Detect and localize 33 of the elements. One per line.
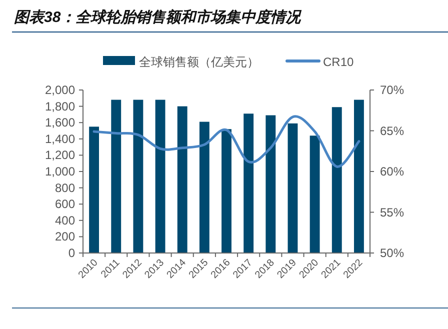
bar: [332, 107, 342, 253]
y-tick-label: 1,600: [44, 116, 76, 130]
y-tick-label: 200: [54, 230, 76, 244]
bar: [222, 129, 232, 253]
bar: [310, 136, 320, 253]
bar: [155, 100, 166, 253]
bar: [288, 123, 298, 253]
bar: [354, 100, 364, 253]
y2-tick-label: 65%: [380, 124, 404, 138]
y-tick-label: 0: [68, 246, 76, 260]
bar: [177, 106, 188, 253]
y-tick-label: 2,000: [44, 83, 76, 97]
bar: [133, 100, 144, 253]
y-tick-label: 1,000: [44, 164, 76, 178]
bar: [111, 100, 122, 253]
legend-label: 全球销售额（亿美元）: [139, 55, 259, 69]
y2-tick-label: 50%: [380, 246, 404, 260]
y-tick-label: 1,400: [44, 132, 76, 146]
bar: [244, 114, 254, 253]
line-series: [92, 115, 360, 168]
y-tick-label: 400: [54, 213, 76, 228]
y2-tick-label: 55%: [380, 205, 404, 220]
y-tick-label: 800: [54, 180, 76, 195]
legend-label: CR10: [323, 55, 354, 69]
bar: [89, 126, 100, 253]
y-tick-label: 1,200: [44, 148, 76, 162]
y2-tick-label: 70%: [380, 83, 404, 97]
bar: [266, 115, 276, 253]
bar: [199, 122, 210, 253]
y-tick-label: 1,800: [44, 99, 76, 114]
y-tick-label: 600: [54, 197, 76, 212]
chart-title: 图表38：全球轮胎销售额和市场集中度情况: [14, 8, 303, 26]
y2-tick-label: 60%: [380, 164, 404, 178]
